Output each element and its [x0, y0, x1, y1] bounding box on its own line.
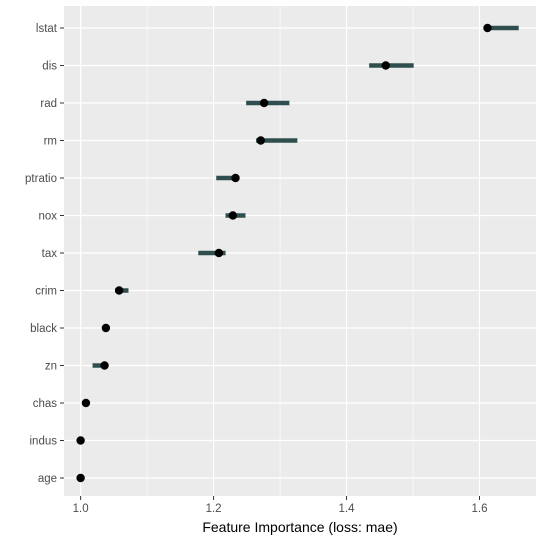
- y-tick-label-black: black: [30, 323, 57, 335]
- y-tick-label-crim: crim: [35, 286, 57, 298]
- y-tick-label-lstat: lstat: [36, 23, 58, 35]
- y-tick-label-age: age: [38, 473, 57, 485]
- y-tick-label-nox: nox: [38, 211, 57, 223]
- y-tick-label-ptratio: ptratio: [25, 173, 57, 185]
- y-tick-label-chas: chas: [33, 398, 58, 410]
- x-tick-label: 1.4: [339, 503, 356, 515]
- y-tick-label-rad: rad: [40, 98, 57, 110]
- point-rad: [259, 98, 269, 108]
- point-tax: [214, 248, 224, 258]
- importance-points: [76, 23, 492, 483]
- point-crim: [114, 286, 124, 295]
- point-chas: [81, 398, 91, 408]
- x-tick-label: 1.6: [471, 503, 487, 515]
- plot-panel: [64, 6, 536, 496]
- point-lstat: [483, 23, 492, 33]
- y-tick-label-tax: tax: [42, 248, 58, 260]
- point-nox: [228, 211, 238, 220]
- y-tick-label-rm: rm: [44, 136, 57, 148]
- point-indus: [76, 436, 85, 445]
- gridlines: [64, 6, 536, 496]
- x-axis: 1.0 1.2 1.4 1.6: [73, 496, 487, 515]
- y-tick-label-dis: dis: [42, 61, 57, 73]
- y-tick-label-indus: indus: [30, 436, 58, 448]
- x-tick-label: 1.0: [73, 503, 89, 515]
- x-axis-title: Feature Importance (loss: mae): [202, 519, 397, 535]
- point-ptratio: [231, 173, 240, 183]
- x-tick-label: 1.2: [206, 503, 222, 515]
- y-axis: lstat dis rad rm ptratio nox tax crim black zn cha…: [25, 23, 64, 485]
- point-zn: [100, 361, 109, 370]
- point-age: [76, 473, 85, 483]
- point-dis: [381, 61, 390, 70]
- point-rm: [256, 136, 265, 145]
- y-tick-label-zn: zn: [45, 361, 57, 373]
- point-black: [101, 323, 111, 333]
